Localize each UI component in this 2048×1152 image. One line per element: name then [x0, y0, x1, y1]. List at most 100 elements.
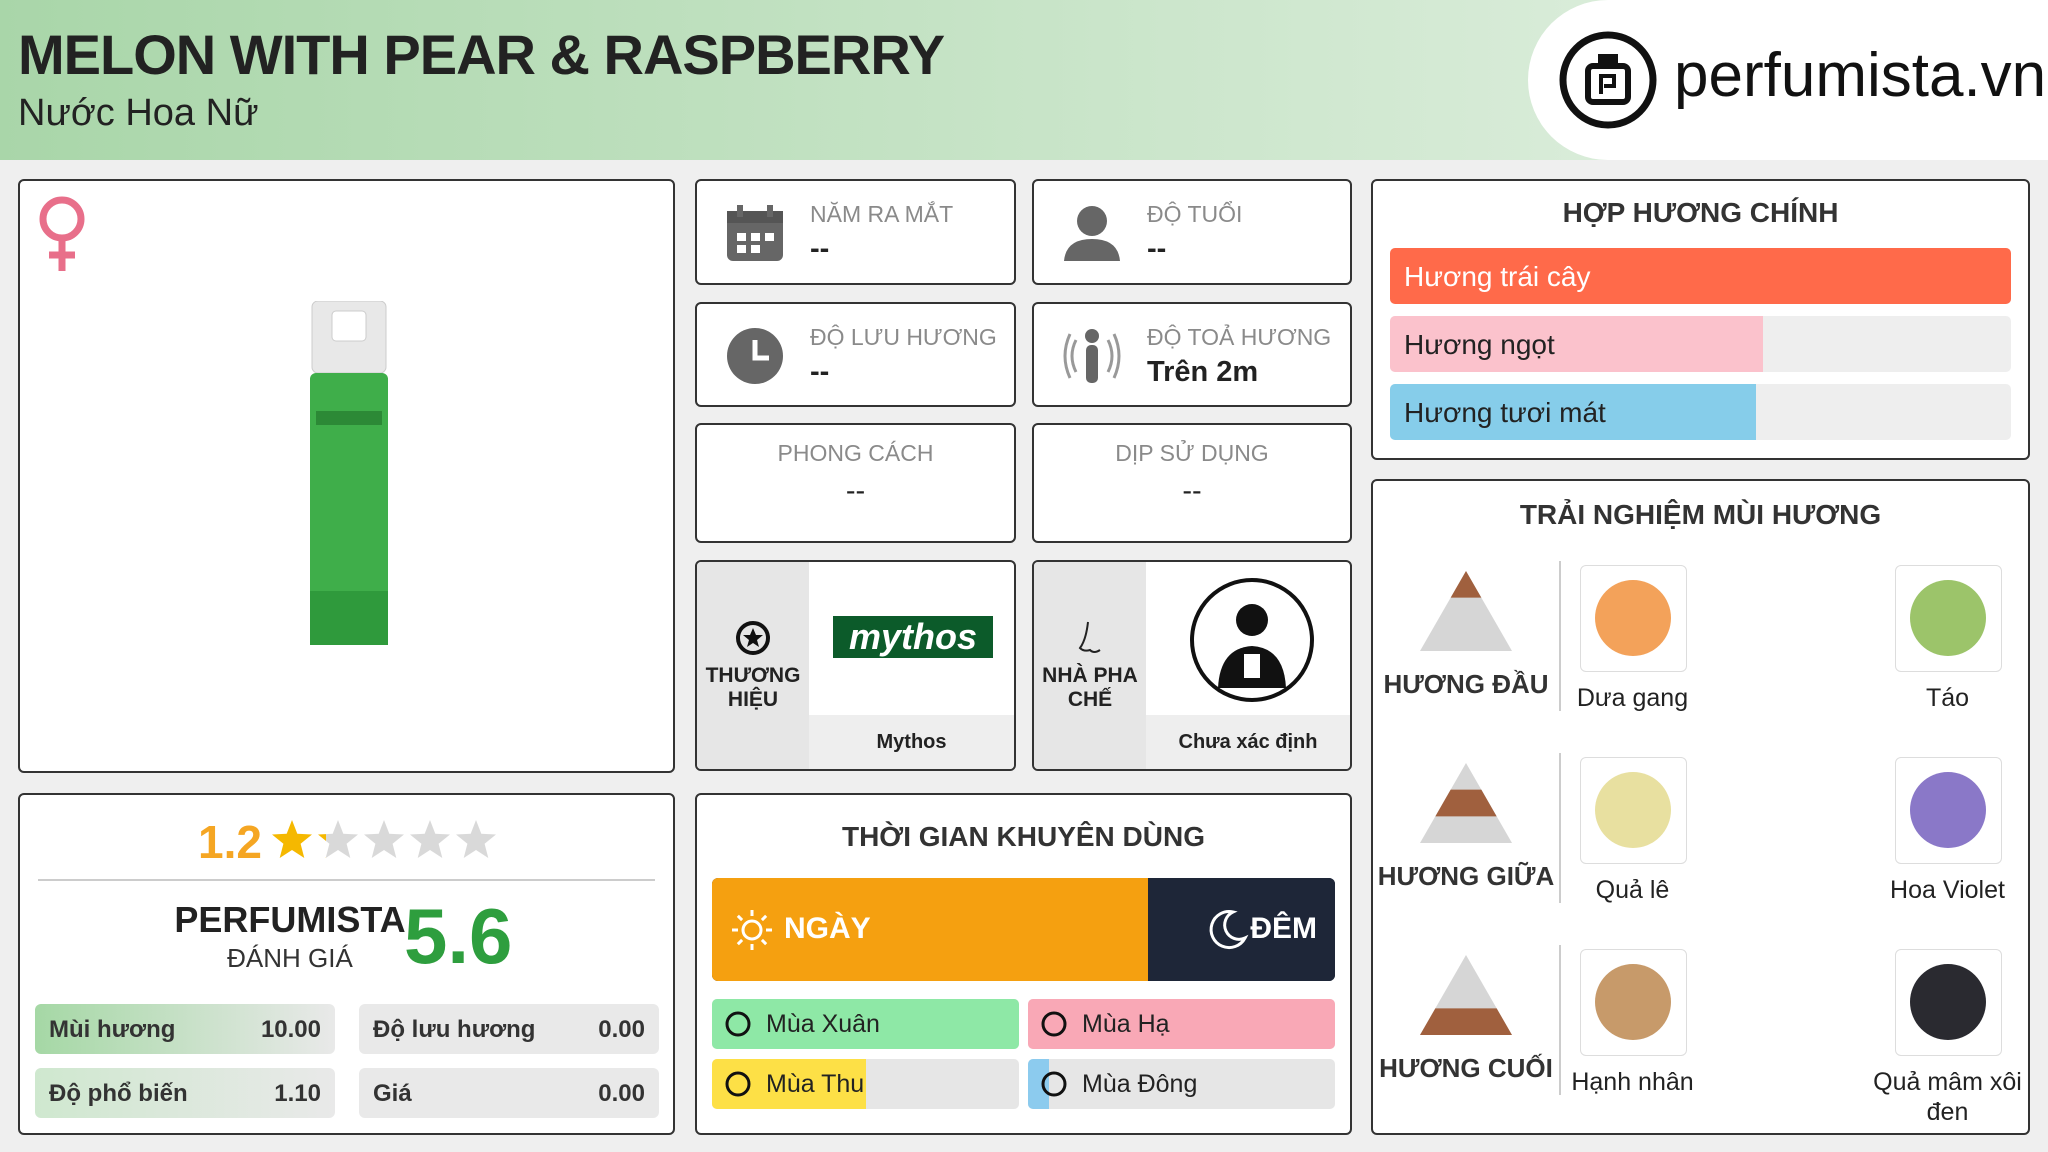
season-icon [725, 1071, 751, 1097]
season: Mùa Hạ [1028, 999, 1335, 1049]
season-name: Mùa Đông [1082, 1070, 1198, 1098]
moon-icon [1209, 910, 1249, 950]
info-box: ĐỘ LƯU HƯƠNG -- [695, 302, 1016, 407]
note-image [1895, 565, 2002, 672]
brand-side: THƯƠNG HIỆU [697, 562, 809, 769]
info-value: -- [810, 356, 830, 388]
metric-value: 10.00 [260, 1016, 321, 1043]
metric: Mùi hương 10.00 [35, 1004, 335, 1054]
title: MELON WITH PEAR & RASPBERRY [18, 23, 945, 86]
metric-value: 1.10 [274, 1080, 321, 1107]
brand-name: Mythos [809, 715, 1014, 769]
star [318, 820, 358, 858]
info-label: ĐỘ TOẢ HƯƠNG [1147, 324, 1332, 350]
note-fruit [1595, 964, 1671, 1040]
logo-area: perfumista.vn [1528, 0, 2048, 160]
tier-label: HƯƠNG ĐẦU [1383, 669, 1549, 699]
season-name: Mùa Thu [766, 1070, 865, 1098]
pyramid [1420, 763, 1512, 843]
ray [760, 914, 768, 922]
accords-title: HỢP HƯƠNG CHÍNH [1562, 197, 1839, 228]
info-box: PHONG CÁCH -- [695, 423, 1016, 543]
note-fruit [1910, 580, 1986, 656]
info-label: ĐỘ LƯU HƯƠNG [810, 324, 997, 350]
brand-label: THƯƠNG HIỆU [705, 664, 801, 711]
info-value: -- [1147, 233, 1167, 265]
notes-panel: TRẢI NGHIỆM MÙI HƯƠNG HƯƠNG ĐẦU Dưa gang T… [1371, 479, 2030, 1135]
season-icon [1041, 1071, 1067, 1097]
score-label: PERFUMISTA [174, 899, 406, 940]
star-rating-value: 1.2 [198, 816, 262, 868]
moon [1209, 910, 1249, 950]
metric: Độ phổ biến 1.10 [35, 1068, 335, 1118]
day-night-bar: NGÀY ĐÊM [712, 878, 1335, 981]
info-box: ĐỘ TUỔI -- [1032, 179, 1352, 285]
info-value: -- [810, 233, 830, 265]
season-icon [1041, 1011, 1067, 1037]
tier-label: HƯƠNG GIỮA [1377, 861, 1555, 891]
pyramid-tier [1420, 1008, 1512, 1035]
sun-icon [732, 910, 772, 950]
pyramid-tier [1450, 571, 1482, 598]
pyramid-tier [1435, 789, 1497, 817]
star [272, 820, 312, 858]
info-label: PHONG CÁCH [777, 440, 934, 466]
subtitle: Nước Hoa Nữ [18, 92, 259, 134]
nose-icon [1078, 621, 1101, 653]
season-name: Mùa Xuân [766, 1010, 880, 1038]
star [410, 820, 450, 858]
accord-bar [1390, 248, 2011, 304]
note-fruit [1595, 580, 1671, 656]
info-label: DỊP SỬ DỤNG [1115, 440, 1269, 466]
time-title: THỜI GIAN KHUYÊN DÙNG [841, 821, 1205, 852]
accord-name: Hương trái cây [1404, 261, 1591, 292]
metric-name: Độ lưu hương [373, 1016, 536, 1043]
accord-bar [1390, 384, 1757, 440]
perfumer-side: NHÀ PHA CHẾ [1034, 562, 1146, 769]
metric: Độ lưu hương 0.00 [359, 1004, 659, 1054]
season-icon [725, 1011, 751, 1037]
metric-name: Độ phổ biến [49, 1080, 188, 1107]
season-bar [712, 999, 1019, 1049]
perfumer-box: NHÀ PHA CHẾ Chưa xác định [1032, 560, 1352, 771]
note-fruit [1595, 772, 1671, 848]
divider [1559, 753, 1561, 903]
score-sublabel: ĐÁNH GIÁ [227, 943, 353, 973]
night-bar [1148, 878, 1335, 981]
accord-name: Hương tươi mát [1404, 397, 1606, 428]
note-image [1895, 757, 2002, 864]
accord-name: Hương ngọt [1404, 329, 1555, 360]
note-name: Quả lê [1595, 876, 1670, 904]
clock-icon [727, 328, 783, 384]
note-name: Táo [1925, 684, 1970, 712]
female-icon [39, 196, 85, 271]
star [364, 820, 404, 858]
icon [1041, 1071, 1067, 1097]
pyramid-base [1420, 571, 1512, 651]
metric-value: 0.00 [598, 1080, 645, 1107]
score: 5.6 [404, 892, 513, 980]
metric-name: Mùi hương [49, 1016, 176, 1043]
note-fruit [1910, 772, 1986, 848]
logo-text: perfumista.vn [1674, 41, 2047, 110]
pyramid [1420, 955, 1512, 1035]
product-image [310, 301, 388, 645]
stars [272, 820, 496, 858]
metric-name: Giá [373, 1080, 412, 1107]
info-label: NĂM RA MẮT [810, 201, 954, 227]
metric-value: 0.00 [598, 1016, 645, 1043]
season: Mùa Đông [1028, 1059, 1335, 1109]
info-box: ĐỘ TOẢ HƯƠNG Trên 2m [1032, 302, 1352, 407]
season-name: Mùa Hạ [1082, 1010, 1170, 1038]
person-icon [1064, 206, 1120, 261]
ray [736, 938, 744, 946]
info-box: NĂM RA MẮT -- [695, 179, 1016, 285]
image-panel [18, 179, 675, 773]
divider [1559, 945, 1561, 1095]
tier-label: HƯƠNG CUỐI [1379, 1053, 1553, 1083]
brand-icon [736, 621, 770, 655]
pyramid [1420, 571, 1512, 651]
logo-icon [1559, 31, 1657, 129]
accord-bar [1390, 316, 1763, 372]
